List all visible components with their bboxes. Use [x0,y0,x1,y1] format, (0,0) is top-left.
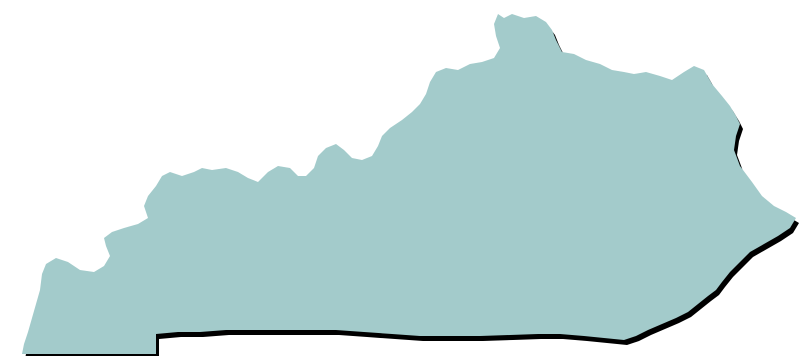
state-shape [22,14,796,354]
